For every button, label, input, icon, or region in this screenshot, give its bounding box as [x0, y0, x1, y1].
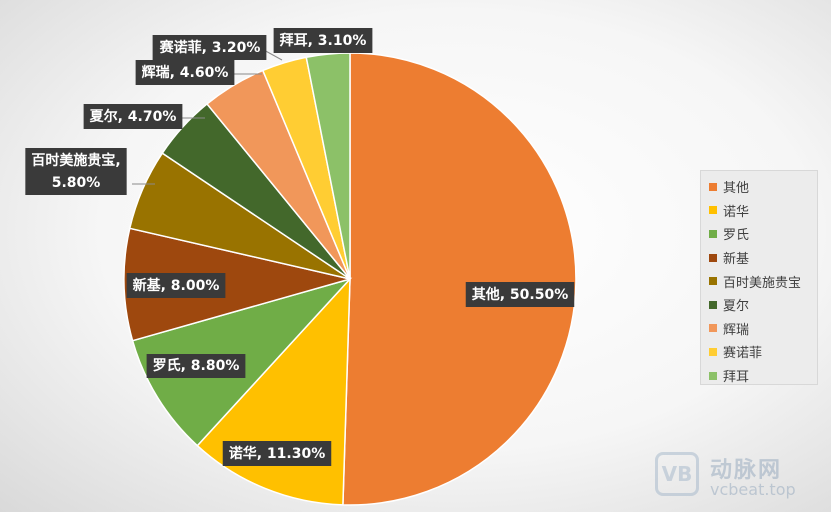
data-labels: 其他, 50.50% 诺华, 11.30% 罗氏, 8.80% 新基, 8.00% 百时… [25, 28, 575, 466]
legend-swatch-6 [709, 300, 717, 309]
data-label-8: 赛诺菲, 3.20% [152, 35, 267, 60]
data-label-box-6 [83, 104, 183, 129]
legend-item-8: 赛诺菲 [709, 340, 817, 364]
data-label-text-4: 新基, 8.00% [133, 277, 220, 294]
legend-item-6: 夏尔 [709, 293, 817, 317]
legend-swatch-5 [709, 277, 717, 286]
data-label-1: 其他, 50.50% [465, 282, 575, 307]
legend-label-9: 拜耳 [723, 370, 750, 386]
data-label-box-9 [273, 28, 373, 53]
legend-swatch-8 [709, 347, 717, 356]
legend-swatch-3 [709, 229, 717, 238]
legend-item-5: 百时美施贵宝 [709, 269, 817, 293]
data-label-text-8: 赛诺菲, 3.20% [159, 39, 261, 56]
legend-item-7: 辉瑞 [709, 317, 817, 341]
leader-lines [132, 48, 283, 185]
data-label-3: 罗氏, 8.80% [146, 354, 246, 378]
data-label-2: 诺华, 11.30% [222, 441, 332, 466]
pie-slice-1 [342, 52, 577, 506]
legend-label-7: 辉瑞 [723, 322, 750, 338]
legend-item-4: 新基 [709, 246, 817, 270]
data-label-text-9: 拜耳, 3.10% [280, 32, 367, 49]
watermark-logo: VB [655, 452, 699, 496]
data-label-box-8 [152, 35, 267, 60]
legend-label-8: 赛诺菲 [723, 346, 763, 362]
legend-item-3: 罗氏 [709, 222, 817, 246]
legend-swatch-4 [709, 253, 717, 262]
legend-swatch-2 [709, 206, 717, 215]
legend-label-4: 新基 [723, 252, 750, 268]
data-label-box-7 [135, 60, 235, 85]
data-label-box-5 [25, 148, 127, 195]
legend-swatch-9 [709, 371, 717, 380]
legend-label-6: 夏尔 [723, 299, 750, 315]
data-label-box-4 [126, 273, 226, 298]
legend: 其他诺华罗氏新基百时美施贵宝 夏尔辉瑞赛诺菲拜耳 [700, 170, 818, 385]
data-label-6: 夏尔, 4.70% [83, 104, 183, 129]
pie-slice-4 [123, 227, 351, 342]
data-label-text-7: 辉瑞, 4.60% [142, 64, 229, 81]
legend-swatch-7 [709, 324, 717, 333]
legend-label-2: 诺华 [723, 204, 750, 220]
watermark-site: vcbeat.top [710, 480, 796, 499]
legend-item-2: 诺华 [709, 199, 817, 223]
legend-label-3: 罗氏 [723, 228, 750, 244]
data-label-5: 百时美施贵宝, 5.80% [25, 148, 127, 195]
data-label-4: 新基, 8.00% [126, 273, 226, 298]
data-label-text-1: 其他, 50.50% [472, 286, 569, 303]
data-label-box-1 [465, 282, 575, 307]
data-label-text-2: 诺华, 11.30% [229, 445, 326, 462]
data-label-7: 辉瑞, 4.60% [135, 60, 235, 85]
data-label-9: 拜耳, 3.10% [273, 28, 373, 53]
watermark-brand: 动脉网 [710, 458, 783, 483]
watermark: VB 动脉网 vcbeat.top [655, 452, 825, 502]
data-label-box-2 [222, 441, 332, 466]
legend-swatch-1 [709, 182, 717, 191]
legend-label-5: 百时美施贵宝 [723, 275, 802, 291]
data-label-text-6: 夏尔, 4.70% [90, 108, 177, 125]
legend-label-1: 其他 [723, 181, 750, 197]
legend-item-1: 其他 [709, 175, 817, 199]
legend-item-9: 拜耳 [709, 364, 817, 388]
data-label-text-5: 百时美施贵宝, 5.80% [31, 152, 120, 191]
data-label-text-3: 罗氏, 8.80% [153, 358, 240, 374]
data-label-box-3 [146, 354, 246, 378]
